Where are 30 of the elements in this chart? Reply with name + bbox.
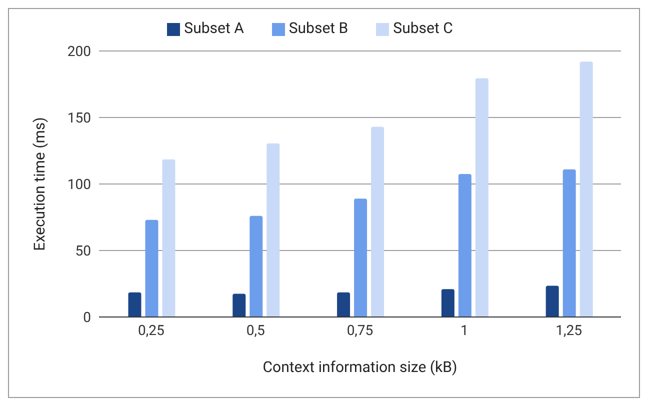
bar (354, 198, 368, 317)
bar (145, 220, 158, 317)
legend-label: Subset C (393, 19, 453, 37)
bar (250, 216, 263, 317)
x-tick-label: 1 (460, 322, 468, 339)
x-axis-title: Context information size (kB) (262, 358, 458, 376)
y-axis-title: Execution time (ms) (30, 117, 48, 251)
legend-label: Subset A (184, 19, 244, 37)
bar (441, 289, 454, 317)
x-tick-label: 0,25 (138, 322, 165, 339)
bar (371, 126, 384, 317)
x-tick-label: 0,5 (246, 322, 265, 339)
bar (128, 292, 142, 317)
bar (266, 143, 280, 317)
y-tick-label: 50 (75, 243, 92, 260)
bar (162, 159, 176, 317)
y-tick-label: 200 (67, 44, 92, 60)
bar (458, 174, 472, 317)
bar (475, 78, 488, 317)
bar (580, 62, 593, 317)
bar (337, 292, 350, 317)
y-tick-label: 150 (67, 110, 92, 126)
y-tick-label: 0 (83, 310, 92, 326)
bar (562, 169, 576, 317)
x-tick-label: 1,25 (556, 322, 582, 339)
y-tick-label: 100 (67, 176, 92, 193)
x-tick-label: 0,75 (346, 322, 374, 339)
bar (546, 286, 559, 317)
bar (232, 294, 246, 317)
legend-label: Subset B (288, 19, 348, 37)
